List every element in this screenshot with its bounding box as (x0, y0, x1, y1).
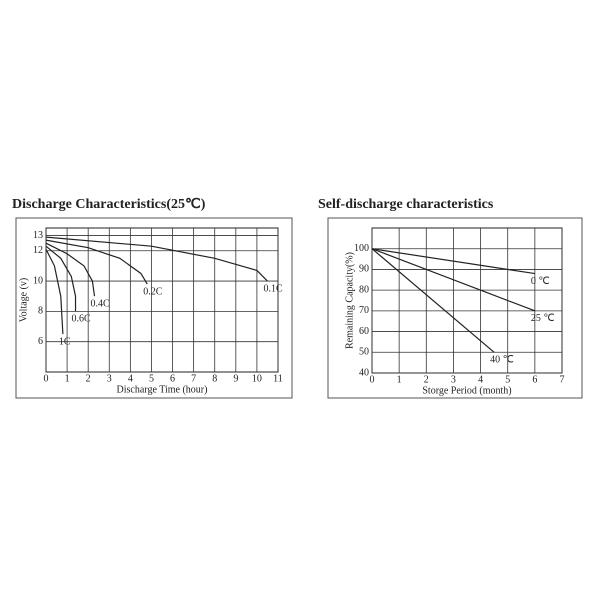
curve (45, 236, 268, 282)
y-tick-label: 8 (38, 306, 43, 317)
curve (371, 248, 535, 275)
chart-title: Self-discharge characteristics (318, 197, 494, 212)
x-tick-label: 6 (532, 374, 537, 385)
x-tick-label: 0 (44, 373, 49, 384)
y-tick-label: 60 (359, 326, 369, 337)
curve (45, 242, 96, 297)
y-tick-label: 13 (33, 230, 43, 241)
y-tick-label: 90 (359, 264, 369, 275)
x-tick-label: 5 (149, 373, 154, 384)
x-tick-label: 1 (397, 374, 402, 385)
x-tick-label: 4 (128, 373, 133, 384)
y-tick-label: 40 (359, 367, 369, 378)
x-tick-label: 1 (65, 373, 70, 384)
y-tick-label: 80 (359, 284, 369, 295)
x-tick-label: 10 (252, 373, 262, 384)
x-tick-label: 6 (170, 373, 175, 384)
curve-label: 1C (59, 336, 71, 347)
x-tick-label: 2 (86, 373, 91, 384)
curve (45, 239, 148, 285)
y-tick-label: 70 (359, 305, 369, 316)
curve-label: 0.4C (91, 299, 111, 310)
x-tick-label: 4 (478, 374, 483, 385)
x-axis-label: Storge Period (month) (422, 385, 511, 396)
curve-label: 0.2C (143, 286, 163, 297)
curve-label: 40 ℃ (490, 355, 514, 366)
x-axis-label: Discharge Time (hour) (117, 384, 208, 395)
x-tick-label: 0 (370, 374, 375, 385)
y-axis-label: Remaining Capacity(%) (344, 252, 355, 349)
curve-label: 0.6C (72, 314, 92, 325)
chart-title: Discharge Characteristics(25℃) (12, 197, 206, 212)
x-tick-label: 7 (560, 374, 565, 385)
panel-frame (327, 217, 583, 399)
curve (371, 248, 536, 312)
curve-label: 25 ℃ (531, 313, 555, 324)
x-tick-label: 3 (451, 374, 456, 385)
curve (45, 248, 64, 335)
panel-frame (15, 217, 293, 399)
x-tick-label: 8 (212, 373, 217, 384)
x-tick-label: 2 (424, 374, 429, 385)
curve (371, 248, 495, 353)
x-tick-label: 11 (273, 373, 283, 384)
y-tick-label: 12 (33, 245, 43, 256)
y-tick-label: 6 (38, 336, 43, 347)
curve-label: 0 ℃ (531, 276, 550, 287)
curve-label: 0.1C (263, 283, 283, 294)
x-tick-label: 3 (107, 373, 112, 384)
y-tick-label: 50 (359, 347, 369, 358)
curve (45, 245, 77, 312)
y-axis-label: Voltage (v) (18, 278, 29, 323)
x-tick-label: 5 (505, 374, 510, 385)
y-tick-label: 10 (33, 275, 43, 286)
y-tick-label: 100 (354, 243, 369, 254)
x-tick-label: 9 (233, 373, 238, 384)
x-tick-label: 7 (191, 373, 196, 384)
